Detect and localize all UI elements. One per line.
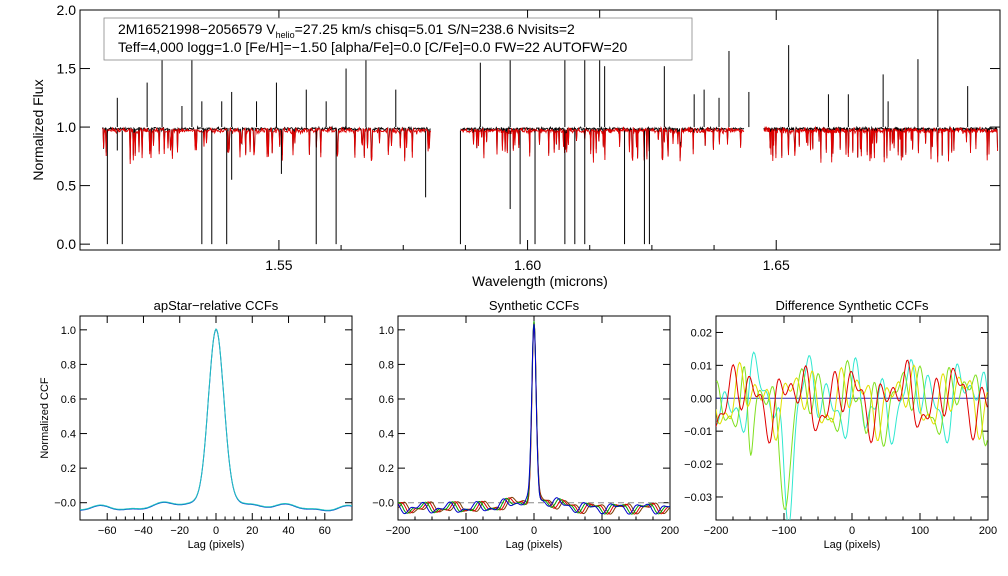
apstar-ylabel: Normalized CCF — [39, 377, 51, 459]
apstar-title: apStar−relative CCFs — [154, 298, 279, 313]
apstar-axes: −60 −40 −20 0 20 40 60 −0.0 0.2 0.4 0.6 0.8 1.0 — [54, 315, 353, 537]
difference-series-red — [716, 359, 988, 444]
synthetic-xtick-label: 200 — [661, 525, 679, 537]
spectrum-info-line-2: Teff=4,000 logg=1.0 [Fe/H]=−1.50 [alpha/… — [118, 39, 627, 55]
synthetic-series-visit-1 — [398, 321, 670, 515]
spectrum-ytick-label: 0.0 — [57, 236, 77, 252]
synthetic-xtick-label: −100 — [454, 525, 479, 537]
difference-xtick-label: 100 — [911, 525, 929, 537]
spectrum-xlabel: Wavelength (microns) — [472, 273, 608, 289]
difference-axes: −200 −100 0 100 200 −0.03 −0.02 −0.01 0.00 0.01 0.… — [684, 315, 997, 537]
synthetic-ytick-label: 1.0 — [379, 325, 394, 337]
spectrum-ylabel: Normalized Flux — [30, 79, 46, 180]
apstar-ytick-label: 1.0 — [61, 325, 76, 337]
spectrum-model-chip-3 — [763, 125, 998, 163]
apstar-series-visit-2 — [80, 328, 352, 511]
synthetic-plot-area — [398, 320, 670, 515]
difference-ytick-label: 0.01 — [691, 360, 712, 372]
synthetic-ytick-label: 0.2 — [379, 463, 394, 475]
spectrum-ytick-label: 0.5 — [57, 178, 77, 194]
spectrum-info-box — [103, 17, 693, 61]
spectrum-model-chip-2 — [459, 125, 745, 163]
difference-xtick-label: 200 — [979, 525, 997, 537]
difference-ytick-label: −0.02 — [684, 459, 712, 471]
difference-xtick-label: −200 — [704, 525, 729, 537]
spectrum-ytick-label: 1.5 — [57, 61, 77, 77]
apstar-xtick-label: −20 — [170, 525, 189, 537]
synthetic-xtick-label: 0 — [531, 525, 537, 537]
spectrum-info-line-1-sub: helio — [276, 30, 295, 40]
difference-series-yellow — [716, 361, 988, 441]
apstar-plot-area — [80, 328, 352, 512]
difference-ytick-label: 0.02 — [691, 327, 712, 339]
synthetic-series-combined — [398, 326, 670, 515]
spectrum-xtick-label: 1.60 — [514, 257, 541, 273]
apstar-ytick-label: 0.4 — [61, 429, 76, 441]
apstar-series-visit-1 — [80, 328, 352, 512]
difference-xlabel: Lag (pixels) — [824, 539, 881, 551]
difference-ytick-label: −0.03 — [684, 492, 712, 504]
difference-ytick-label: −0.01 — [684, 426, 712, 438]
spectrum-info-line-1: 2M16521998−2056579 Vhelio=27.25 km/s chi… — [118, 21, 575, 40]
synthetic-xlabel: Lag (pixels) — [506, 539, 563, 551]
difference-ytick-label: 0.00 — [691, 393, 712, 405]
apstar-ytick-label: 0.6 — [61, 394, 76, 406]
difference-xtick-label: 0 — [849, 525, 855, 537]
spectrum-plot-area — [101, 10, 998, 245]
spectrum-model-chip-1 — [101, 126, 432, 165]
spectrum-frame — [79, 9, 1001, 251]
spectrum-xtick-label: 1.55 — [265, 257, 292, 273]
apstar-xtick-label: 20 — [246, 525, 258, 537]
spectrum-xtick-label: 1.65 — [763, 257, 790, 273]
apstar-xlabel: Lag (pixels) — [188, 539, 245, 551]
apstar-xtick-label: −60 — [98, 525, 117, 537]
apstar-xtick-label: 40 — [282, 525, 294, 537]
spectrum-ytick-label: 2.0 — [57, 2, 77, 18]
synthetic-ytick-label: 0.8 — [379, 359, 394, 371]
difference-plot-area — [716, 351, 988, 520]
apstar-ytick-label: 0.2 — [61, 463, 76, 475]
synthetic-series-visit-3 — [398, 324, 670, 515]
synthetic-series-visit-2 — [398, 320, 670, 515]
spectrum-info-line-1-pre: 2M16521998−2056579 V — [118, 21, 276, 37]
difference-series-green — [716, 359, 988, 511]
synthetic-xtick-label: 100 — [593, 525, 611, 537]
spectrum-ytick-label: 1.0 — [57, 119, 77, 135]
difference-frame — [715, 315, 989, 521]
difference-xtick-label: −100 — [772, 525, 797, 537]
apstar-xtick-label: −40 — [134, 525, 153, 537]
apstar-xtick-label: 0 — [213, 525, 219, 537]
difference-title: Difference Synthetic CCFs — [776, 298, 929, 313]
apstar-frame — [79, 315, 353, 521]
synthetic-xtick-label: −200 — [386, 525, 411, 537]
synthetic-ytick-label: −0.0 — [372, 498, 394, 510]
spectrum-info-line-1-post: =27.25 km/s chisq=5.01 S/N=238.6 Nvisits… — [295, 21, 575, 37]
apstar-ytick-label: −0.0 — [54, 498, 76, 510]
apstar-xtick-label: 60 — [319, 525, 331, 537]
apstar-ytick-label: 0.8 — [61, 359, 76, 371]
synthetic-title: Synthetic CCFs — [489, 298, 580, 313]
synthetic-ytick-label: 0.4 — [379, 429, 394, 441]
synthetic-ytick-label: 0.6 — [379, 394, 394, 406]
synthetic-frame — [397, 315, 671, 521]
synthetic-axes: −200 −100 0 100 200 −0.0 0.2 0.4 0.6 0.8 1.0 — [372, 315, 679, 537]
spectrum-axes: 1.55 1.60 1.65 0.0 0.5 1.0 1.5 2.0 — [57, 2, 1001, 273]
